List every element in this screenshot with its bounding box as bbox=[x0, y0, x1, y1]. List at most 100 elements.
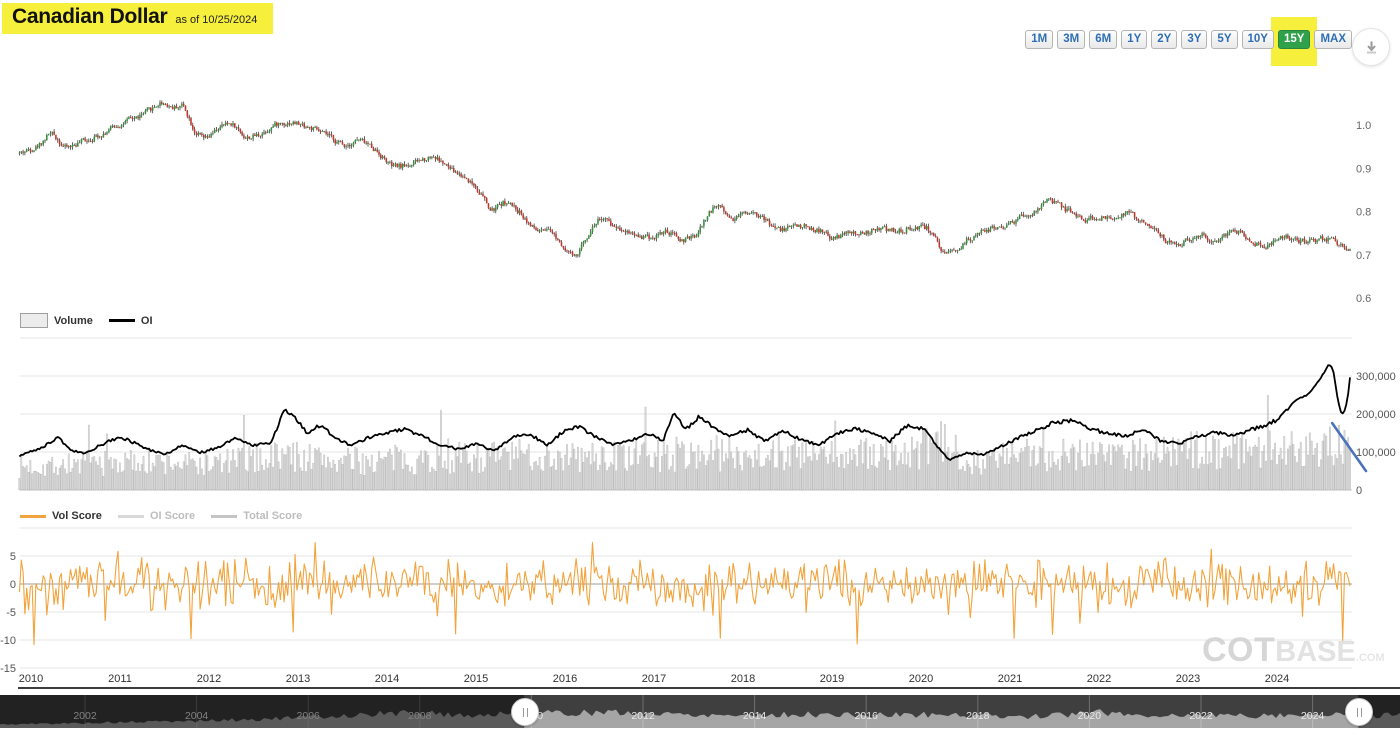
svg-text:0.8: 0.8 bbox=[1356, 207, 1371, 219]
navigator[interactable]: 2002200420062008201020122014201620182020… bbox=[0, 695, 1400, 728]
svg-text:2024: 2024 bbox=[1265, 673, 1289, 685]
svg-text:2018: 2018 bbox=[966, 710, 990, 722]
svg-text:200,000: 200,000 bbox=[1356, 409, 1396, 421]
svg-text:2015: 2015 bbox=[464, 673, 488, 685]
range-button-10y[interactable]: 10Y bbox=[1241, 30, 1274, 49]
x-axis-line bbox=[18, 687, 1400, 689]
range-selector: 1M 3M 6M 1Y 2Y 3Y 5Y 10Y 15Y MAX bbox=[1025, 17, 1352, 66]
svg-text:2010: 2010 bbox=[19, 673, 43, 685]
download-button[interactable] bbox=[1352, 28, 1390, 66]
volume-swatch bbox=[20, 313, 48, 328]
svg-text:2012: 2012 bbox=[631, 710, 655, 722]
axis-labels: 1.0 0.9 0.8 0.7 0.6 300,000 200,000 100,000 0 5 0 -… bbox=[0, 120, 1396, 685]
range-button-2y[interactable]: 2Y bbox=[1151, 30, 1178, 49]
page-title: Canadian Dollar bbox=[12, 5, 168, 28]
svg-text:0: 0 bbox=[10, 579, 16, 591]
svg-text:2004: 2004 bbox=[185, 710, 209, 722]
chart-title-highlight: Canadian Dollar as of 10/25/2024 bbox=[2, 3, 274, 34]
svg-text:-5: -5 bbox=[6, 607, 16, 619]
legend-label-vol-score: Vol Score bbox=[52, 510, 102, 522]
svg-text:2014: 2014 bbox=[743, 710, 767, 722]
range-button-wrap-5y: 5Y bbox=[1211, 29, 1238, 49]
svg-text:2016: 2016 bbox=[855, 710, 879, 722]
svg-text:0: 0 bbox=[1356, 485, 1362, 497]
volume-bars bbox=[18, 395, 1351, 491]
svg-text:2014: 2014 bbox=[375, 673, 399, 685]
price-candles bbox=[18, 100, 1351, 258]
oi-line bbox=[18, 364, 1351, 461]
range-button-wrap-10y: 10Y bbox=[1241, 29, 1274, 49]
range-button-wrap-3m: 3M bbox=[1057, 29, 1086, 49]
svg-text:2011: 2011 bbox=[108, 673, 132, 685]
range-button-max[interactable]: MAX bbox=[1314, 30, 1352, 49]
range-button-wrap-1y: 1Y bbox=[1121, 29, 1148, 49]
legend-item-total-score[interactable]: Total Score bbox=[211, 510, 302, 522]
range-button-wrap-15y: 15Y bbox=[1270, 17, 1319, 66]
range-button-wrap-max: MAX bbox=[1314, 29, 1352, 49]
svg-text:2006: 2006 bbox=[297, 710, 321, 722]
range-button-6m[interactable]: 6M bbox=[1089, 30, 1118, 49]
vol-score-line bbox=[18, 542, 1351, 646]
range-button-5y[interactable]: 5Y bbox=[1211, 30, 1238, 49]
trendline-annotation[interactable] bbox=[1330, 421, 1368, 473]
range-button-wrap-6m: 6M bbox=[1089, 29, 1118, 49]
as-of-date: as of 10/25/2024 bbox=[175, 14, 258, 26]
legend-label-oi: OI bbox=[140, 314, 153, 327]
legend-label-total-score: Total Score bbox=[243, 510, 303, 522]
gridlines bbox=[20, 337, 1352, 669]
svg-text:2013: 2013 bbox=[286, 673, 310, 685]
volume-oi-legend: Volume OI bbox=[20, 313, 153, 328]
legend-item-volume[interactable]: Volume bbox=[20, 313, 93, 328]
svg-text:2017: 2017 bbox=[642, 673, 666, 685]
oi-swatch bbox=[108, 319, 135, 322]
svg-text:0.6: 0.6 bbox=[1356, 293, 1371, 305]
navigator-mask-left bbox=[0, 695, 525, 728]
svg-text:2021: 2021 bbox=[998, 673, 1022, 685]
svg-text:-15: -15 bbox=[0, 663, 16, 675]
svg-text:0.7: 0.7 bbox=[1356, 250, 1371, 262]
svg-text:2018: 2018 bbox=[731, 673, 755, 685]
navigator-handle-right[interactable] bbox=[1345, 698, 1374, 726]
download-arrow-icon bbox=[1366, 41, 1376, 53]
legend-item-vol-score[interactable]: Vol Score bbox=[20, 510, 102, 522]
svg-text:2022: 2022 bbox=[1189, 710, 1213, 722]
vol-score-swatch bbox=[20, 514, 46, 518]
svg-text:2022: 2022 bbox=[1087, 673, 1111, 685]
oi-score-swatch bbox=[117, 514, 144, 518]
svg-text:-10: -10 bbox=[0, 635, 16, 647]
navigator-canvas: 2002200420062008201020122014201620182020… bbox=[0, 695, 1400, 728]
range-button-1y[interactable]: 1Y bbox=[1121, 30, 1148, 49]
svg-text:300,000: 300,000 bbox=[1356, 371, 1396, 383]
navigator-handle-left[interactable] bbox=[511, 698, 540, 726]
svg-text:2012: 2012 bbox=[197, 673, 221, 685]
svg-text:2016: 2016 bbox=[553, 673, 577, 685]
svg-text:100,000: 100,000 bbox=[1356, 447, 1396, 459]
svg-text:2020: 2020 bbox=[1078, 710, 1102, 722]
svg-text:0.9: 0.9 bbox=[1356, 163, 1371, 175]
svg-text:2020: 2020 bbox=[909, 673, 933, 685]
total-score-swatch bbox=[211, 514, 238, 518]
svg-text:2002: 2002 bbox=[73, 710, 97, 722]
candle-wicks bbox=[19, 100, 1351, 258]
range-button-3m[interactable]: 3M bbox=[1057, 30, 1086, 49]
range-button-3y[interactable]: 3Y bbox=[1181, 30, 1208, 49]
score-legend: Vol Score OI Score Total Score bbox=[20, 510, 302, 522]
legend-label-volume: Volume bbox=[54, 314, 93, 327]
svg-text:2023: 2023 bbox=[1176, 673, 1200, 685]
range-button-wrap-2y: 2Y bbox=[1151, 29, 1178, 49]
legend-item-oi-score[interactable]: OI Score bbox=[117, 510, 196, 522]
charts-canvas: 1.0 0.9 0.8 0.7 0.6 300,000 200,000 100,000 0 5 0 -… bbox=[0, 100, 1400, 689]
candle-up-bodies bbox=[18, 102, 1351, 256]
range-button-1m[interactable]: 1M bbox=[1025, 30, 1054, 49]
svg-text:2019: 2019 bbox=[820, 673, 844, 685]
range-button-wrap-1m: 1M bbox=[1025, 29, 1054, 49]
range-button-15y[interactable]: 15Y bbox=[1277, 30, 1311, 49]
legend-item-oi[interactable]: OI bbox=[108, 314, 153, 327]
svg-text:2024: 2024 bbox=[1301, 710, 1325, 722]
legend-label-oi-score: OI Score bbox=[149, 510, 196, 522]
navigator-series-area bbox=[0, 709, 1400, 728]
svg-text:2008: 2008 bbox=[408, 710, 432, 722]
range-button-wrap-3y: 3Y bbox=[1181, 29, 1208, 49]
svg-text:5: 5 bbox=[10, 551, 16, 563]
